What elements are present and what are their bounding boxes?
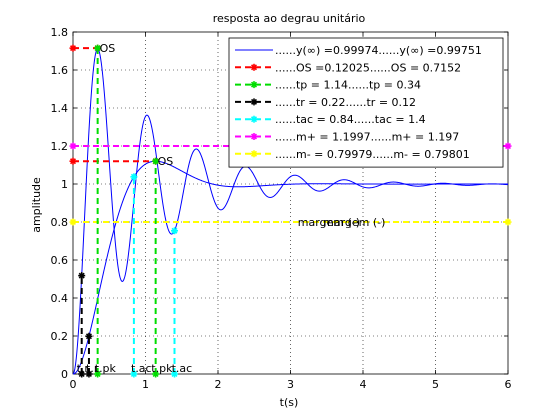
chart-annotation: t.pk bbox=[95, 362, 117, 375]
tac-marker bbox=[130, 173, 138, 181]
chart-annotation: t.r bbox=[77, 362, 90, 375]
tr-marker bbox=[85, 370, 93, 378]
chart-annotation: t.ac bbox=[131, 362, 152, 375]
tp-marker bbox=[152, 370, 160, 378]
y-tick-label: 0.4 bbox=[51, 292, 69, 305]
os-marker bbox=[69, 44, 77, 52]
chart-annotation: OS bbox=[100, 42, 116, 55]
legend-entry: ......tac = 0.84......tac = 1.4 bbox=[275, 113, 426, 126]
y-tick-label: 1.6 bbox=[51, 64, 69, 77]
step-response-line bbox=[72, 48, 509, 375]
legend-entry: ......m- = 0.79979......m- = 0.79801 bbox=[275, 148, 470, 161]
y-tick-label: 1.2 bbox=[51, 140, 69, 153]
chart-annotation: OS bbox=[158, 155, 174, 168]
legend-entry: ......tp = 1.14......tp = 0.34 bbox=[275, 79, 421, 92]
y-tick-label: 1.8 bbox=[51, 26, 69, 39]
legend-entry: ......y(∞) =0.99974......y(∞) =0.99751 bbox=[275, 44, 482, 57]
legend-marker bbox=[250, 115, 258, 123]
chart-annotation: t.r bbox=[86, 362, 99, 375]
tp-marker bbox=[94, 370, 102, 378]
x-tick-label: 4 bbox=[360, 378, 367, 391]
legend-entry: ......m+ = 1.1997......m+ = 1.197 bbox=[275, 131, 459, 144]
legend-marker bbox=[250, 150, 258, 158]
legend-marker bbox=[250, 133, 258, 140]
tac-marker bbox=[171, 370, 178, 378]
tac-marker bbox=[171, 227, 178, 235]
chart-annotation: margem (-) bbox=[323, 216, 385, 229]
legend-marker bbox=[250, 98, 258, 106]
chart-annotation: t.ac bbox=[172, 362, 193, 375]
x-tick-label: 0 bbox=[70, 378, 77, 391]
tr-marker bbox=[78, 370, 86, 378]
y-axis-label: amplitude bbox=[30, 177, 43, 233]
y-tick-label: 0 bbox=[61, 368, 68, 381]
tp-marker bbox=[94, 44, 102, 52]
m-plus-line-marker bbox=[504, 142, 512, 150]
legend-marker bbox=[250, 63, 258, 71]
m-minus-line-marker bbox=[504, 218, 512, 226]
y-tick-label: 1 bbox=[61, 178, 68, 191]
chart-annotation: margem (-) bbox=[298, 216, 360, 229]
chart-annotation: t.pk bbox=[151, 362, 173, 375]
x-tick-label: 1 bbox=[142, 378, 149, 391]
y-tick-label: 0.2 bbox=[51, 330, 69, 343]
legend-entry: ......OS =0.12025......OS = 0.7152 bbox=[275, 61, 461, 74]
m-minus-line-marker bbox=[69, 218, 77, 226]
x-tick-label: 5 bbox=[432, 378, 439, 391]
tr-marker bbox=[85, 332, 93, 340]
os-marker bbox=[69, 157, 77, 165]
tp-marker bbox=[152, 157, 160, 165]
y-tick-label: 1.4 bbox=[51, 102, 69, 115]
legend-box bbox=[228, 37, 504, 168]
x-tick-label: 3 bbox=[287, 378, 294, 391]
x-axis-label: t(s) bbox=[280, 396, 299, 409]
x-tick-label: 2 bbox=[215, 378, 222, 391]
y-tick-label: 0.8 bbox=[51, 216, 69, 229]
legend-entry: ......tr = 0.22......tr = 0.12 bbox=[275, 96, 416, 109]
x-tick-label: 6 bbox=[505, 378, 512, 391]
chart-title: resposta ao degrau unitário bbox=[213, 12, 366, 25]
tr-marker bbox=[78, 272, 86, 280]
legend-marker bbox=[250, 81, 258, 89]
tac-marker bbox=[130, 370, 138, 378]
plot-area: 0 1 2 3 4 5 6 0 0.2 0.4 0.6 0.8 1 1.2 1.4 1.6 1.8 OS OS mar… bbox=[51, 26, 512, 391]
m-plus-line-marker bbox=[69, 142, 77, 150]
y-tick-label: 0.6 bbox=[51, 254, 69, 267]
